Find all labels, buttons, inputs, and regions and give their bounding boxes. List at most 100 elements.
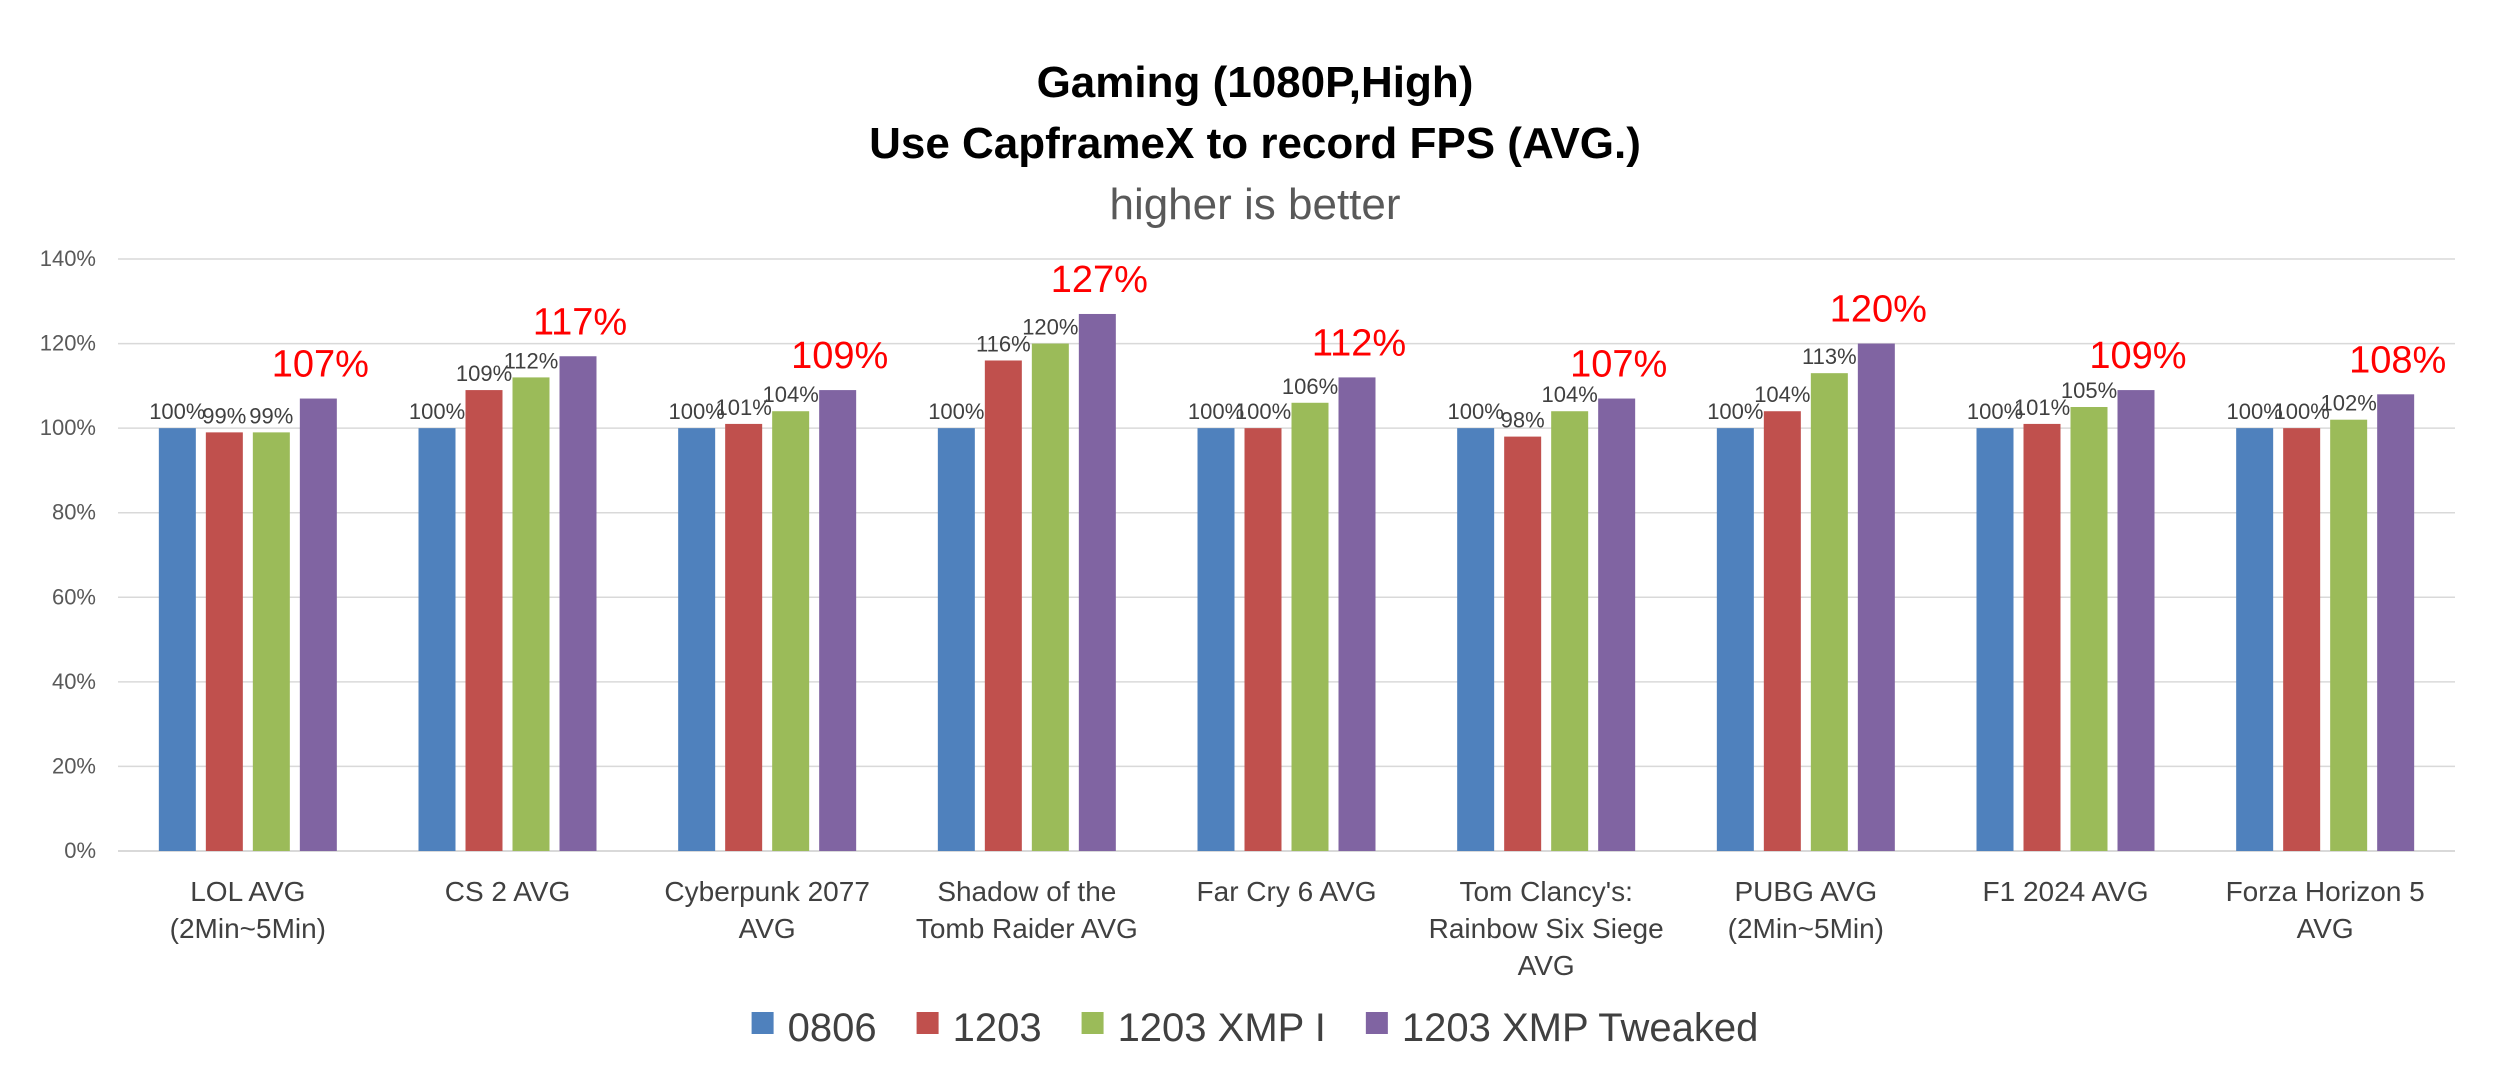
bar xyxy=(1291,402,1329,851)
bar xyxy=(1716,428,1754,851)
bar xyxy=(252,432,290,851)
highlight-data-label: 107% xyxy=(1570,344,1667,386)
category-label: F1 2024 AVG xyxy=(1982,876,2148,907)
bar xyxy=(984,360,1022,851)
category-label: Forza Horizon 5 AVG xyxy=(2226,876,2425,944)
category-label: Far Cry 6 AVG xyxy=(1197,876,1377,907)
y-axis-ticks: 0% 20% 40% 60% 80% 100% 120% 140% xyxy=(40,246,96,863)
category-label-line: Rainbow Six Siege xyxy=(1429,913,1664,944)
legend-label: 1203 XMP Tweaked xyxy=(1402,1006,1759,1050)
bar xyxy=(2283,428,2321,851)
data-label: 99% xyxy=(202,403,246,428)
data-label: 100% xyxy=(2227,399,2283,424)
data-labels: 100%99% 99%107%100%109%112%117%100%101%10… xyxy=(149,259,2446,433)
category-label-line: AVG xyxy=(2297,913,2354,944)
bar xyxy=(819,390,857,851)
highlight-data-label: 112% xyxy=(1312,322,1406,364)
y-tick-label: 60% xyxy=(52,584,96,609)
y-tick-label: 0% xyxy=(64,838,96,863)
category-label-line: PUBG AVG xyxy=(1735,876,1878,907)
highlight-data-label: 109% xyxy=(791,335,888,377)
data-label: 100% xyxy=(928,399,984,424)
data-label: 102% xyxy=(2321,391,2377,416)
data-label: 100% xyxy=(669,399,725,424)
bar xyxy=(1338,377,1376,851)
bar xyxy=(2377,394,2415,851)
category-label-line: AVG xyxy=(739,913,796,944)
y-tick-label: 140% xyxy=(40,246,96,271)
bar xyxy=(2070,407,2108,851)
bar xyxy=(1078,313,1116,851)
data-label: 100% xyxy=(1707,399,1763,424)
bar xyxy=(1598,398,1636,851)
category-label-line: AVG xyxy=(1518,950,1575,981)
category-label: LOL AVG (2Min~5Min) xyxy=(170,876,326,944)
legend-swatch xyxy=(1365,1012,1388,1034)
bar xyxy=(725,423,763,851)
category-label-line: LOL AVG xyxy=(190,876,305,907)
bar xyxy=(559,356,597,851)
legend: 0806 1203 1203 XMP I 1203 XMP Tweaked xyxy=(751,1006,1759,1050)
highlight-data-label: 127% xyxy=(1051,259,1148,301)
bar xyxy=(1504,436,1542,851)
bar xyxy=(2117,390,2155,851)
legend-label: 0806 xyxy=(788,1006,877,1050)
category-label: CS 2 AVG xyxy=(445,876,571,907)
data-label: 104% xyxy=(1754,382,1810,407)
bar xyxy=(2236,428,2274,851)
highlight-data-label: 120% xyxy=(1830,289,1927,331)
bar xyxy=(772,411,810,851)
bar xyxy=(418,428,456,851)
gridlines xyxy=(118,258,2455,852)
category-label-line: Shadow of the xyxy=(937,876,1116,907)
bar xyxy=(1197,428,1235,851)
data-label: 100% xyxy=(1188,399,1244,424)
y-tick-label: 80% xyxy=(52,500,96,525)
category-label: Cyberpunk 2077 AVG xyxy=(664,876,869,944)
chart-subtitle: higher is better xyxy=(1109,180,1400,229)
bars xyxy=(158,313,2415,851)
bar xyxy=(937,428,975,851)
data-label: 113% xyxy=(1802,344,1857,369)
bar xyxy=(1031,343,1069,851)
data-label: 112% xyxy=(504,348,559,373)
data-label: 100% xyxy=(1967,399,2023,424)
category-label: Shadow of the Tomb Raider AVG xyxy=(916,876,1138,944)
legend-swatch xyxy=(1081,1012,1104,1034)
legend-label: 1203 XMP I xyxy=(1118,1006,1326,1050)
category-label-line: Tomb Raider AVG xyxy=(916,913,1138,944)
data-label: 109% xyxy=(456,361,512,386)
data-label: 100% xyxy=(1235,399,1291,424)
data-label: 98% xyxy=(1501,408,1545,433)
bar xyxy=(1244,428,1282,851)
category-label-line: Forza Horizon 5 xyxy=(2226,876,2425,907)
bar xyxy=(1976,428,2014,851)
category-label-line: CS 2 AVG xyxy=(445,876,571,907)
bar xyxy=(465,390,503,851)
data-label: 100% xyxy=(149,399,205,424)
bar xyxy=(1457,428,1495,851)
data-label: 99% xyxy=(249,403,293,428)
bar xyxy=(512,377,550,851)
data-label: 104% xyxy=(763,382,819,407)
data-label: 101% xyxy=(716,395,772,420)
highlight-data-label: 107% xyxy=(272,344,369,386)
y-tick-label: 40% xyxy=(52,669,96,694)
bar xyxy=(2330,419,2368,851)
bar xyxy=(1810,373,1848,851)
y-tick-label: 120% xyxy=(40,331,96,356)
chart-title-line-2: Use CapframeX to record FPS (AVG.) xyxy=(869,119,1641,168)
legend-swatch xyxy=(751,1012,774,1034)
category-label-line: F1 2024 AVG xyxy=(1982,876,2148,907)
category-labels: LOL AVG (2Min~5Min) CS 2 AVG Cyberpunk 2077… xyxy=(170,876,2425,981)
category-label: PUBG AVG (2Min~5Min) xyxy=(1728,876,1884,944)
legend-label: 1203 xyxy=(953,1006,1042,1050)
legend-swatch xyxy=(916,1012,939,1034)
highlight-data-label: 108% xyxy=(2349,339,2446,381)
data-label: 100% xyxy=(409,399,465,424)
data-label: 116% xyxy=(976,331,1031,356)
data-label: 105% xyxy=(2061,378,2117,403)
category-label-line: Far Cry 6 AVG xyxy=(1197,876,1377,907)
